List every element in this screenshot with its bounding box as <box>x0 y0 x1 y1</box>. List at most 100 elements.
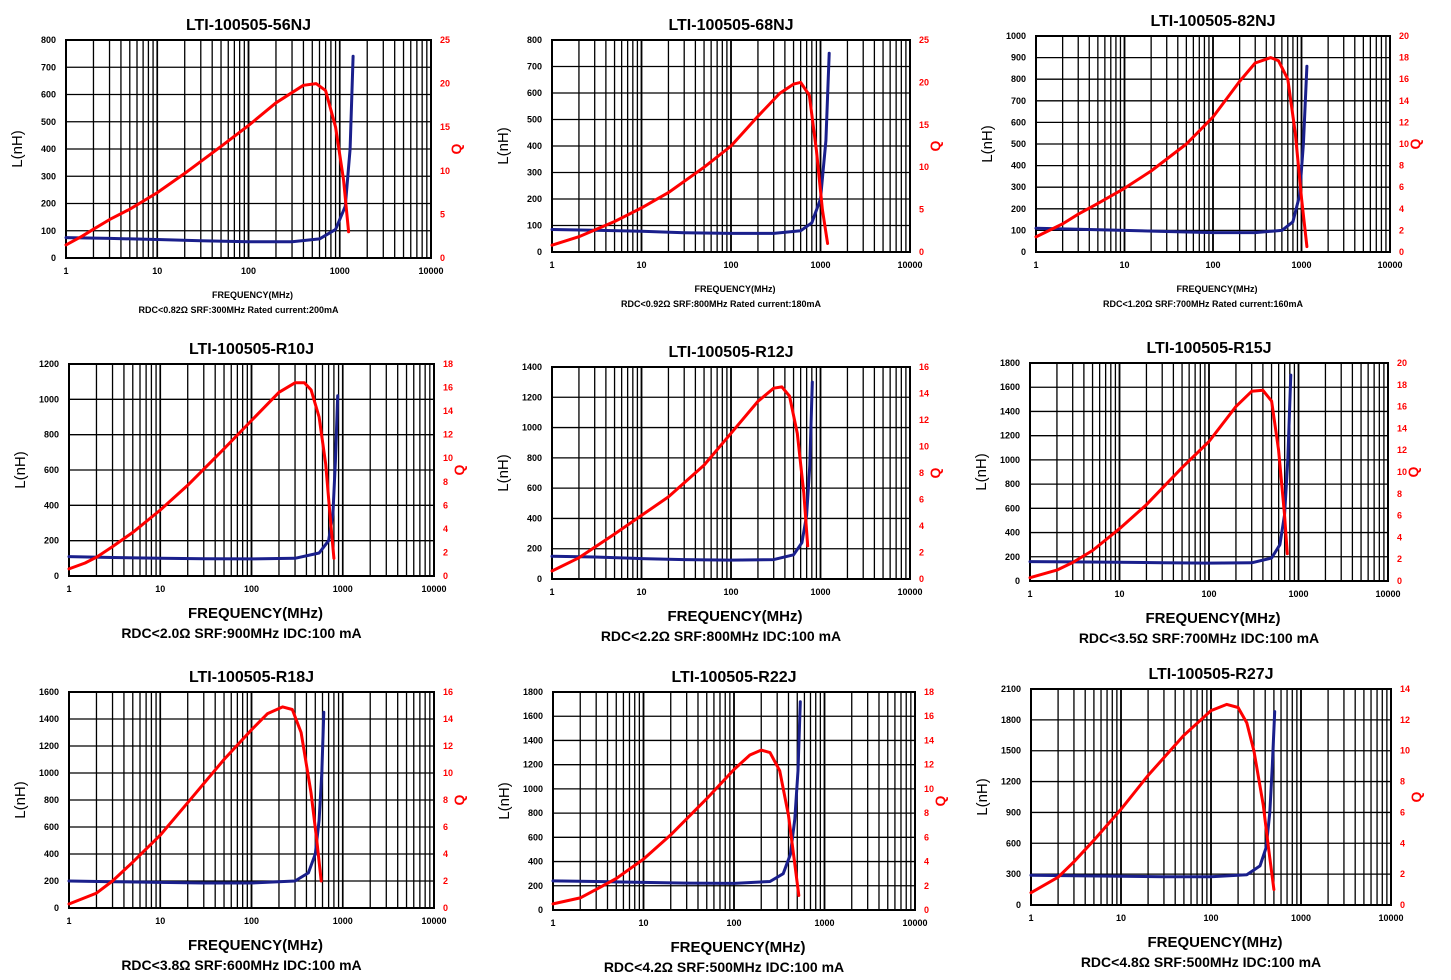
x-tick-label: 10 <box>1116 913 1126 923</box>
plot-frame <box>552 691 916 911</box>
x-tick-label: 1000 <box>810 587 830 597</box>
x-tick-label: 1000 <box>814 918 834 928</box>
q-factor-curve <box>1028 388 1289 580</box>
y-tick-label: 300 <box>41 171 56 181</box>
chart-title: LTI-100505-R10J <box>189 341 314 358</box>
y2-axis-label: Q <box>927 467 943 478</box>
y2-tick-label: 14 <box>924 735 934 745</box>
chart-title: LTI-100505-82NJ <box>1150 13 1275 30</box>
y2-tick-label: 6 <box>924 832 929 842</box>
x-tick-label: 1 <box>1033 260 1038 270</box>
x-tick-label: 10000 <box>421 584 446 594</box>
y-tick-label: 200 <box>1005 552 1020 562</box>
y2-tick-label: 2 <box>924 881 929 891</box>
y2-tick-label: 4 <box>1399 204 1404 214</box>
y2-tick-label: 4 <box>919 521 924 531</box>
x-axis-label: FREQUENCY(MHz) <box>188 937 323 954</box>
x-axis-label: FREQUENCY(MHz) <box>668 608 803 625</box>
y-tick-label: 800 <box>1011 74 1026 84</box>
x-tick-label: 10 <box>638 918 648 928</box>
y-tick-label: 2100 <box>1001 684 1021 694</box>
y2-tick-label: 6 <box>1397 511 1402 521</box>
x-tick-label: 10 <box>636 587 646 597</box>
y2-tick-label: 16 <box>924 711 934 721</box>
y2-axis-label: Q <box>1405 466 1421 477</box>
y2-tick-label: 8 <box>1400 777 1405 787</box>
y2-tick-label: 6 <box>443 822 448 832</box>
y-tick-label: 1200 <box>39 359 59 369</box>
y-tick-label: 200 <box>527 544 542 554</box>
y2-tick-label: 10 <box>924 784 934 794</box>
x-tick-label: 10000 <box>897 587 922 597</box>
x-tick-label: 10 <box>1114 589 1124 599</box>
y2-axis-label: Q <box>448 143 464 154</box>
plot-frame <box>1035 35 1391 253</box>
y-tick-label: 1800 <box>1001 715 1021 725</box>
y-tick-label: 400 <box>1005 528 1020 538</box>
y2-tick-label: 10 <box>443 453 453 463</box>
y2-tick-label: 16 <box>443 687 453 697</box>
y-tick-label: 500 <box>41 117 56 127</box>
y-tick-label: 1000 <box>1000 455 1020 465</box>
y2-tick-label: 12 <box>1397 445 1407 455</box>
y2-tick-label: 6 <box>919 495 924 505</box>
chart-panel: LTI-100505-R10J 0 200 400 600 800 1000 1200 0 2 4 6… <box>12 341 467 641</box>
y-tick-label: 300 <box>1006 869 1021 879</box>
y2-tick-label: 4 <box>924 857 929 867</box>
y2-axis-label: Q <box>932 795 948 806</box>
y2-tick-label: 8 <box>1399 161 1404 171</box>
y2-tick-label: 25 <box>919 35 929 45</box>
y-tick-label: 400 <box>527 141 542 151</box>
y2-tick-label: 10 <box>443 768 453 778</box>
spec-footer: RDC<1.20Ω SRF:700MHz Rated current:160mA <box>1103 299 1304 309</box>
y2-tick-label: 2 <box>1397 554 1402 564</box>
x-tick-label: 100 <box>244 584 259 594</box>
y-tick-label: 800 <box>528 808 543 818</box>
inductance-curve <box>550 51 831 235</box>
x-tick-label: 1 <box>1028 913 1033 923</box>
chart-title: LTI-100505-R15J <box>1146 340 1271 357</box>
y2-tick-label: 4 <box>443 524 448 534</box>
x-tick-label: 10000 <box>1377 260 1402 270</box>
y2-tick-label: 6 <box>1399 182 1404 192</box>
y-tick-label: 200 <box>44 876 59 886</box>
y-tick-label: 1400 <box>39 714 59 724</box>
y2-tick-label: 15 <box>440 122 450 132</box>
y-axis-label: L(nH) <box>9 130 26 168</box>
spec-footer: RDC<3.5Ω SRF:700MHz IDC:100 mA <box>1079 630 1319 646</box>
y2-tick-label: 8 <box>919 468 924 478</box>
chart-panel: LTI-100505-R18J0200400600800100012001400… <box>12 669 467 973</box>
plot-frame <box>551 366 911 580</box>
y-tick-label: 0 <box>1016 900 1021 910</box>
plot-frame <box>1030 688 1392 906</box>
q-factor-curve <box>67 381 336 571</box>
x-tick-label: 10000 <box>418 266 443 276</box>
y-tick-label: 600 <box>1005 503 1020 513</box>
y-axis-label: L(nH) <box>495 127 512 165</box>
x-tick-label: 10 <box>155 916 165 926</box>
x-axis-label: FREQUENCY(MHz) <box>188 605 323 622</box>
y2-tick-label: 20 <box>1399 31 1409 41</box>
y2-tick-label: 0 <box>1399 247 1404 257</box>
y2-tick-label: 0 <box>443 903 448 913</box>
x-tick-label: 10000 <box>421 916 446 926</box>
y2-tick-label: 18 <box>924 687 934 697</box>
y2-tick-label: 18 <box>443 359 453 369</box>
chart-title: LTI-100505-R22J <box>671 669 796 686</box>
y-tick-label: 0 <box>51 253 56 263</box>
y2-tick-label: 10 <box>919 442 929 452</box>
y-tick-label: 1500 <box>1001 746 1021 756</box>
y2-tick-label: 2 <box>1400 869 1405 879</box>
y2-axis-label: Q <box>451 464 467 475</box>
y2-tick-label: 0 <box>1397 576 1402 586</box>
y-tick-label: 0 <box>54 571 59 581</box>
y-tick-label: 900 <box>1011 53 1026 63</box>
y2-tick-label: 14 <box>443 406 453 416</box>
inductance-curve <box>67 394 340 561</box>
x-tick-label: 10 <box>636 260 646 270</box>
spec-footer: RDC<2.2Ω SRF:800MHz IDC:100 mA <box>601 628 841 644</box>
y-axis-label: L(nH) <box>12 781 29 819</box>
x-tick-label: 1 <box>63 266 68 276</box>
y-tick-label: 1400 <box>1000 406 1020 416</box>
y-tick-label: 0 <box>537 247 542 257</box>
